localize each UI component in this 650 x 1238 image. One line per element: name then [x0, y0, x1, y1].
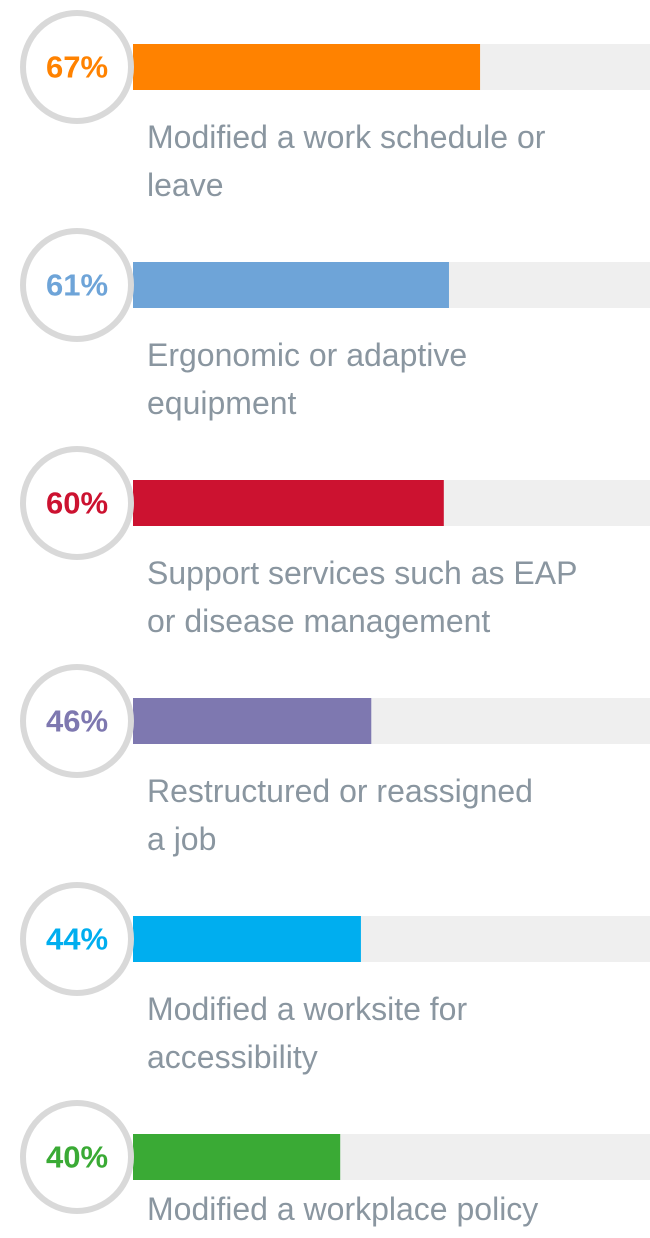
value-label: 46% [46, 704, 108, 739]
bar [133, 262, 449, 308]
category-label: Ergonomic or adaptive equipment [147, 337, 468, 421]
category-label: Support services such as EAP or disease … [147, 555, 578, 639]
category-label: Modified a work schedule or leave [147, 119, 546, 203]
badge [20, 1100, 134, 1214]
bar [133, 698, 372, 744]
value-label: 40% [46, 1140, 108, 1175]
bar [133, 916, 361, 962]
value-label: 60% [46, 486, 108, 521]
badge [20, 228, 134, 342]
category-label: Modified a workplace policy [147, 1191, 539, 1227]
value-label: 61% [46, 268, 108, 303]
bar [133, 1134, 341, 1180]
bar [133, 480, 444, 526]
category-label: Modified a worksite for accessibility [147, 991, 468, 1075]
bar [133, 44, 481, 90]
category-label: Restructured or reassigned a job [147, 773, 533, 857]
value-label: 44% [46, 922, 108, 957]
badge [20, 446, 134, 560]
badge [20, 882, 134, 996]
value-label: 67% [46, 50, 108, 85]
badge [20, 664, 134, 778]
badge [20, 10, 134, 124]
